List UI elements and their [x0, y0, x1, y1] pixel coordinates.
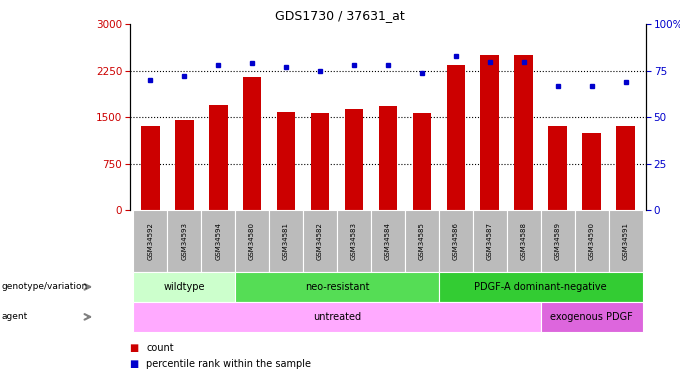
Text: GSM34587: GSM34587	[487, 222, 493, 260]
Bar	[175, 120, 194, 210]
Text: GDS1730 / 37631_at: GDS1730 / 37631_at	[275, 9, 405, 22]
Text: genotype/variation: genotype/variation	[1, 282, 88, 291]
Text: ■: ■	[129, 343, 139, 353]
Bar	[481, 56, 499, 210]
Text: GSM34589: GSM34589	[555, 222, 561, 260]
Bar	[582, 133, 601, 210]
Text: GSM34592: GSM34592	[148, 222, 153, 260]
Text: GSM34590: GSM34590	[589, 222, 595, 260]
Bar	[311, 113, 329, 210]
Text: GSM34580: GSM34580	[249, 222, 255, 260]
Text: count: count	[146, 343, 174, 353]
Bar	[379, 106, 397, 210]
Text: GSM34591: GSM34591	[623, 222, 628, 260]
Text: percentile rank within the sample: percentile rank within the sample	[146, 359, 311, 369]
Text: neo-resistant: neo-resistant	[305, 282, 369, 292]
Text: GSM34586: GSM34586	[453, 222, 459, 260]
Text: GSM34585: GSM34585	[419, 222, 425, 260]
Bar	[243, 77, 261, 210]
Bar	[515, 56, 533, 210]
Text: GSM34584: GSM34584	[385, 222, 391, 260]
Bar	[209, 105, 228, 210]
Text: GSM34582: GSM34582	[317, 222, 323, 260]
Text: ■: ■	[129, 359, 139, 369]
Text: GSM34583: GSM34583	[351, 222, 357, 260]
Text: GSM34588: GSM34588	[521, 222, 527, 260]
Text: GSM34581: GSM34581	[283, 222, 289, 260]
Bar	[277, 112, 295, 210]
Text: untreated: untreated	[313, 312, 361, 322]
Bar	[616, 126, 635, 210]
Bar	[548, 126, 567, 210]
Text: PDGF-A dominant-negative: PDGF-A dominant-negative	[475, 282, 607, 292]
Bar	[345, 108, 363, 210]
Bar	[413, 114, 431, 210]
Text: GSM34593: GSM34593	[181, 222, 187, 260]
Bar	[447, 64, 465, 210]
Bar	[141, 126, 160, 210]
Text: agent: agent	[1, 312, 28, 321]
Text: wildtype: wildtype	[163, 282, 205, 292]
Text: GSM34594: GSM34594	[215, 222, 221, 260]
Text: exogenous PDGF: exogenous PDGF	[550, 312, 633, 322]
